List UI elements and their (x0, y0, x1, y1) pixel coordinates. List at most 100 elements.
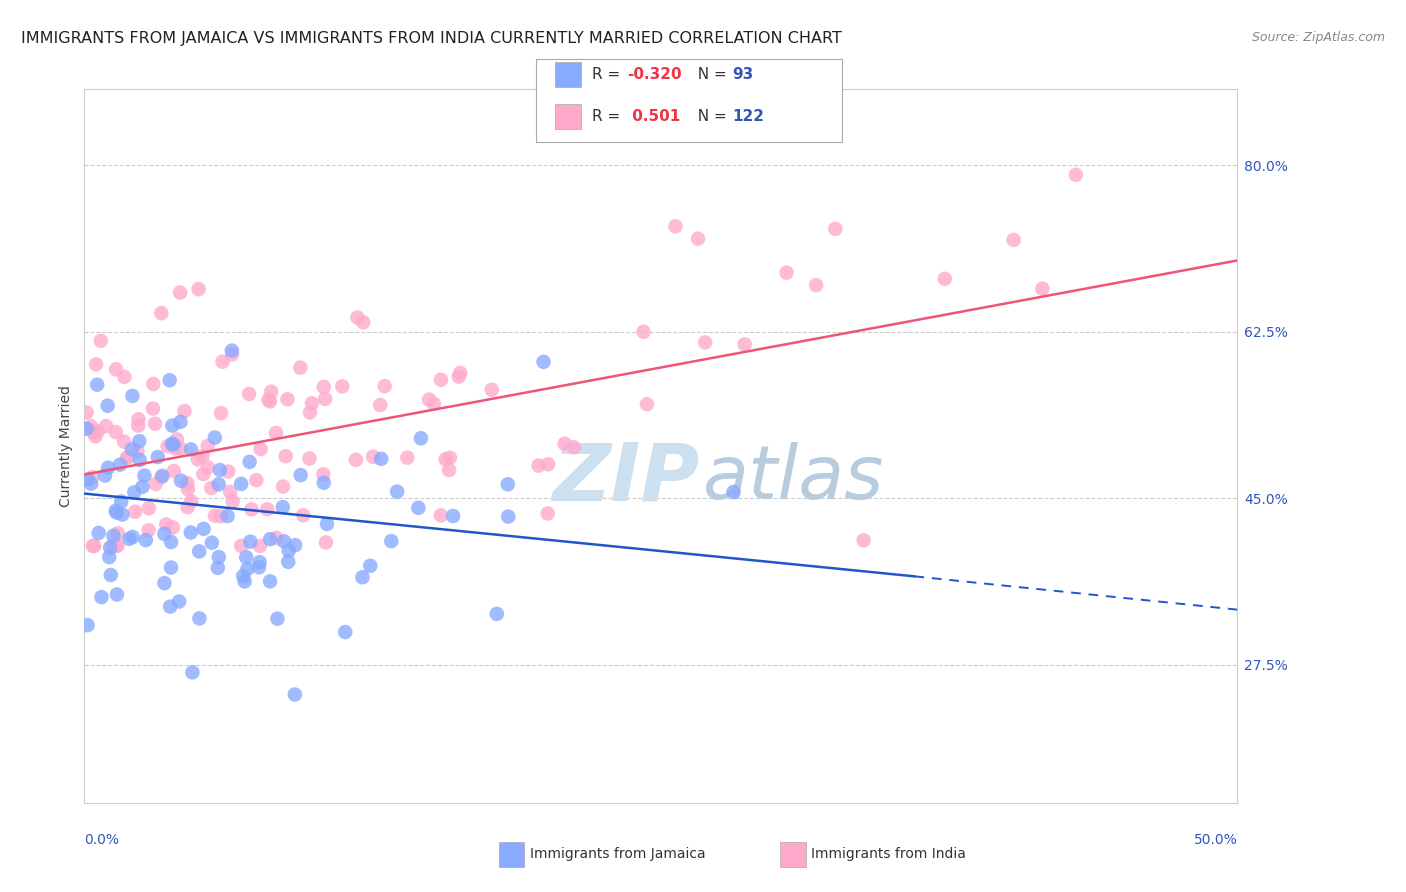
Point (143, 417, 166, 431)
Point (312, 475, 335, 490)
Point (112, 370, 135, 384)
Point (104, 425, 127, 439)
Point (804, 278, 827, 293)
Text: N =: N = (688, 109, 731, 124)
Point (200, 481, 222, 495)
Point (537, 507, 560, 521)
Point (82, 425, 104, 439)
Point (135, 533, 157, 547)
Point (231, 476, 253, 491)
Point (94, 468, 117, 483)
Point (188, 611, 211, 625)
Point (208, 550, 231, 565)
Point (146, 450, 169, 464)
Point (111, 508, 134, 522)
Point (271, 479, 294, 493)
Point (187, 282, 209, 296)
Point (271, 500, 294, 515)
Point (150, 306, 173, 320)
Point (335, 625, 357, 640)
Point (274, 449, 297, 463)
Point (160, 535, 183, 549)
Point (562, 440, 585, 454)
Point (437, 463, 460, 477)
Point (142, 376, 165, 391)
Point (173, 404, 195, 418)
Point (76, 406, 98, 420)
Point (554, 436, 576, 450)
Point (188, 544, 211, 558)
Point (221, 347, 243, 361)
Point (97, 399, 120, 413)
Point (312, 380, 335, 394)
Point (121, 530, 143, 544)
Point (127, 412, 149, 426)
Point (352, 315, 374, 329)
Point (145, 477, 167, 491)
Point (344, 453, 367, 467)
Point (485, 607, 508, 621)
Text: Immigrants from India: Immigrants from India (811, 847, 966, 862)
Point (121, 389, 143, 403)
Point (187, 452, 209, 467)
Point (284, 688, 307, 702)
Point (86, 377, 108, 392)
Point (315, 535, 337, 549)
Point (142, 401, 165, 416)
Point (160, 436, 183, 450)
Text: R =: R = (592, 109, 626, 124)
Point (76, 473, 98, 487)
Point (138, 501, 160, 516)
Point (180, 494, 202, 508)
Y-axis label: Currently Married: Currently Married (59, 385, 73, 507)
Point (217, 465, 239, 479)
Point (128, 434, 150, 449)
Point (298, 405, 321, 419)
Point (193, 522, 215, 536)
Point (209, 509, 232, 524)
Point (76, 422, 98, 436)
Text: N =: N = (688, 67, 731, 82)
Point (163, 442, 186, 456)
Point (80, 470, 103, 484)
Point (449, 366, 471, 380)
Point (181, 665, 204, 680)
Point (824, 222, 846, 236)
Point (124, 505, 146, 519)
Text: 122: 122 (733, 109, 765, 124)
Point (180, 442, 202, 457)
Point (134, 468, 156, 483)
Point (84, 429, 107, 443)
Point (256, 502, 278, 516)
Point (1064, 168, 1087, 182)
Point (312, 467, 335, 482)
Point (159, 373, 181, 387)
Point (94, 419, 117, 434)
Point (177, 482, 200, 496)
Point (385, 484, 408, 499)
Point (105, 506, 128, 520)
Point (155, 517, 177, 532)
Point (359, 558, 381, 573)
Point (370, 451, 392, 466)
Point (82, 539, 104, 553)
Text: Immigrants from Jamaica: Immigrants from Jamaica (530, 847, 706, 862)
Point (153, 576, 176, 591)
Point (197, 439, 219, 453)
Point (208, 463, 231, 477)
Point (127, 418, 149, 433)
Point (131, 480, 153, 494)
Text: ZIP: ZIP (553, 439, 700, 517)
Point (277, 543, 299, 558)
Point (346, 310, 368, 325)
Point (138, 523, 160, 537)
Point (80, 476, 103, 491)
Point (368, 398, 391, 412)
Point (290, 360, 312, 375)
Point (664, 219, 686, 234)
Point (98, 550, 121, 565)
Point (87, 425, 110, 439)
Point (208, 477, 231, 491)
Point (423, 397, 446, 411)
Point (496, 509, 519, 524)
